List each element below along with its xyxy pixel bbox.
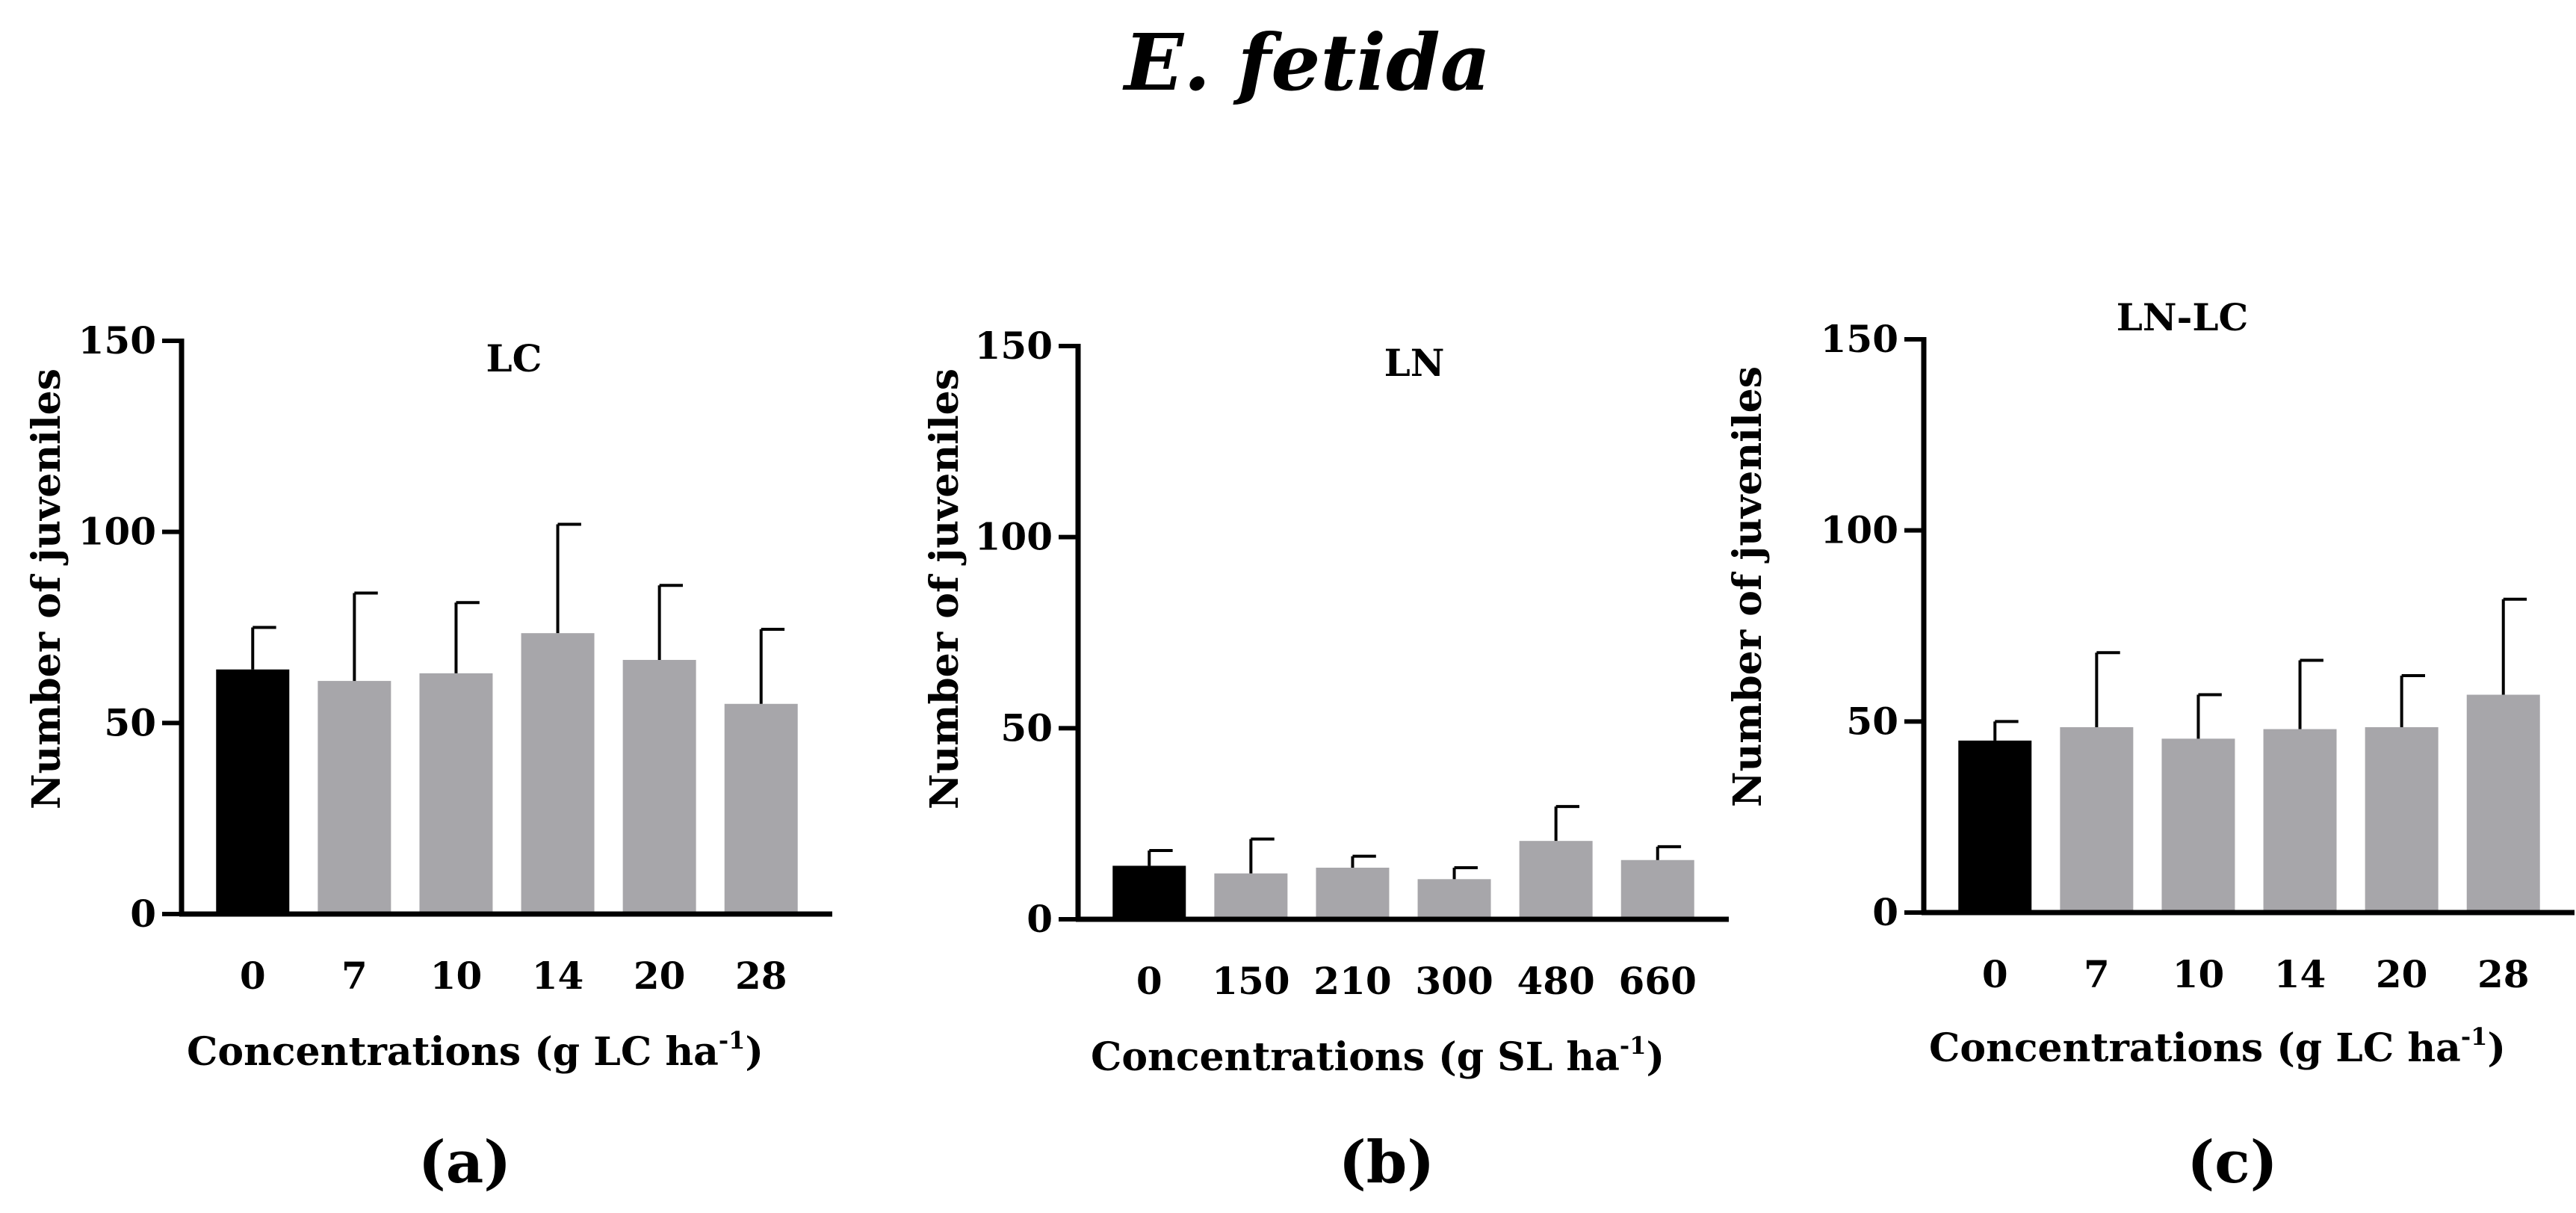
panel-c-x-axis-label-exponent: -1	[2461, 1022, 2488, 1051]
panel-c-bar	[2060, 727, 2134, 913]
panel-a-bar	[419, 673, 493, 914]
panel-c-bar	[2263, 729, 2337, 913]
panel-b-x-tick-label: 0	[1136, 959, 1162, 1003]
panel-a-title: LC	[486, 336, 542, 380]
panel-a-bar	[724, 703, 798, 914]
panel-c-bar	[1958, 740, 2032, 913]
panel-b-x-tick-label: 660	[1619, 959, 1697, 1003]
panel-c-bar	[2466, 694, 2540, 913]
panel-b-y-tick-label: 150	[975, 324, 1053, 368]
figure-title: E. fetida	[1122, 16, 1490, 108]
panel-a-x-axis-label-main: Concentrations (g LC ha	[187, 1029, 719, 1075]
panel-a-x-axis-label-close: )	[745, 1029, 764, 1075]
panel-a-plot: 0 7 10 14 20 28 0 50 100 150	[78, 318, 832, 998]
panel-a-x-tick-label: 28	[735, 954, 787, 998]
panel-b-x-tick-label: 480	[1517, 959, 1594, 1003]
panel-c-x-tick-label: 28	[2477, 952, 2530, 996]
panel-a-bar	[622, 659, 696, 914]
chart-panel-a: LC Number of juveniles Concentrations (g…	[24, 318, 832, 1197]
panel-a-x-tick-label: 7	[341, 954, 368, 998]
chart-panel-b: LN Number of juveniles Concentrations (g…	[922, 324, 1729, 1197]
panel-a-y-tick-label: 0	[130, 892, 156, 936]
panel-c-bar	[2161, 738, 2235, 913]
panel-b-bar	[1620, 859, 1694, 919]
panel-b-x-tick-label: 210	[1313, 959, 1391, 1003]
panel-c-y-tick-label: 50	[1846, 699, 1898, 743]
panel-c-plot: 0 7 10 14 20 28 0 50 100 150	[1821, 317, 2575, 996]
panel-a-y-tick-label: 100	[78, 510, 156, 554]
panel-b-bar	[1214, 873, 1288, 919]
panel-b-y-tick-label: 50	[1000, 706, 1053, 750]
panel-c-y-tick-label: 0	[1872, 890, 1898, 934]
panel-a-y-axis-label: Number of juveniles	[24, 368, 69, 809]
panel-b-x-axis-label-close: )	[1646, 1034, 1665, 1080]
panel-c-label: (c)	[2187, 1129, 2277, 1197]
panel-b-bar	[1112, 865, 1186, 919]
panel-c-x-axis-label: Concentrations (g LC ha-1)	[1929, 1022, 2506, 1071]
panel-a-label: (a)	[418, 1129, 511, 1197]
panel-b-x-axis-label: Concentrations (g SL ha-1)	[1091, 1031, 1665, 1080]
panel-a-x-tick-label: 10	[430, 954, 483, 998]
panel-c-y-axis-label: Number of juveniles	[1725, 366, 1771, 807]
panel-b-label: (b)	[1339, 1129, 1434, 1197]
panel-a-y-tick-label: 150	[78, 318, 156, 362]
panel-c-bar	[2365, 727, 2439, 913]
panel-a-x-axis-label: Concentrations (g LC ha-1)	[187, 1026, 764, 1075]
panel-a-bar	[521, 633, 595, 914]
panel-b-y-tick-label: 100	[975, 515, 1053, 559]
panel-a-y-tick-label: 50	[104, 700, 156, 744]
panel-c-y-tick-label: 100	[1821, 508, 1898, 552]
chart-panel-c: LN-LC Number of juveniles Concentrations…	[1725, 295, 2575, 1197]
panel-c-x-axis-label-main: Concentrations (g LC ha	[1929, 1025, 2461, 1071]
panel-b-y-axis-label: Number of juveniles	[922, 368, 967, 809]
panel-c-x-tick-label: 10	[2173, 952, 2225, 996]
panel-a-bar	[216, 669, 290, 914]
panel-b-x-tick-label: 150	[1212, 959, 1289, 1003]
panel-a-x-axis-label-exponent: -1	[719, 1026, 746, 1055]
panel-a-bar	[318, 681, 391, 914]
panel-b-title: LN	[1384, 341, 1445, 385]
panel-b-x-tick-label: 300	[1415, 959, 1493, 1003]
panel-a-x-tick-label: 20	[634, 954, 686, 998]
panel-c-x-axis-label-close: )	[2487, 1025, 2506, 1071]
panel-b-bar	[1519, 841, 1593, 919]
panel-c-title: LN-LC	[2117, 295, 2249, 339]
panel-b-bar	[1417, 879, 1491, 919]
panel-c-x-tick-label: 7	[2084, 952, 2110, 996]
panel-b-bar	[1316, 867, 1390, 919]
panel-c-y-tick-label: 150	[1821, 317, 1898, 361]
panel-c-x-tick-label: 0	[1982, 952, 2008, 996]
panel-b-plot: 0 150 210 300 480 660 0 50 100 150	[975, 324, 1729, 1003]
panel-c-x-tick-label: 20	[2376, 952, 2428, 996]
panel-b-y-tick-label: 0	[1027, 897, 1053, 941]
panel-c-x-tick-label: 14	[2274, 952, 2326, 996]
panel-a-x-tick-label: 14	[532, 954, 584, 998]
panel-b-x-axis-label-main: Concentrations (g SL ha	[1091, 1034, 1620, 1080]
panel-b-x-axis-label-exponent: -1	[1620, 1031, 1647, 1060]
panel-a-x-tick-label: 0	[240, 954, 266, 998]
